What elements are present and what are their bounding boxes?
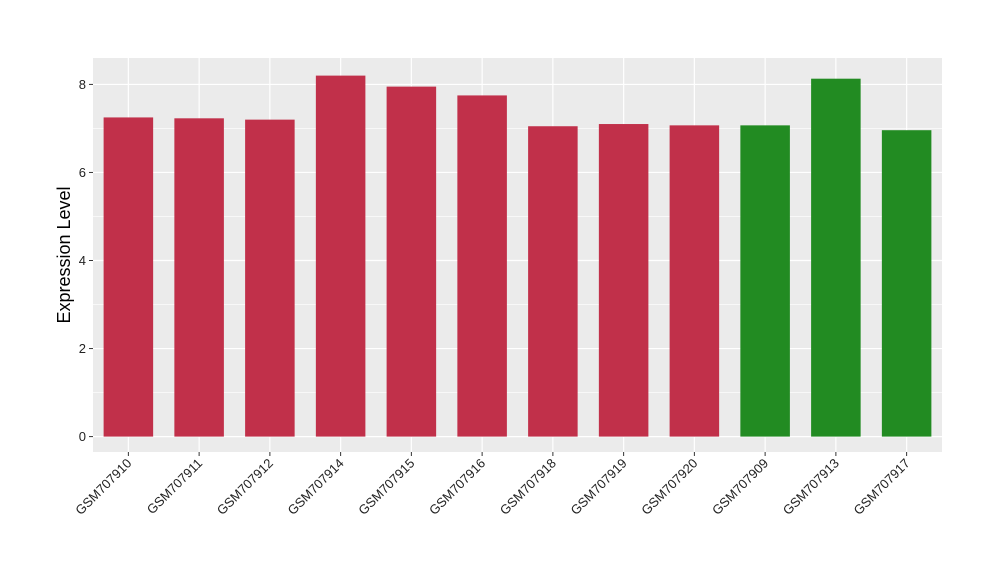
bar-GSM707914 — [315, 75, 366, 437]
bar-GSM707913 — [811, 78, 861, 437]
x-tick-label: GSM707917 — [851, 456, 913, 518]
y-axis-title: Expression Level — [54, 186, 74, 323]
x-tick-label: GSM707910 — [72, 456, 134, 518]
x-tick-label: GSM707909 — [709, 456, 771, 518]
minor-gridlines — [93, 128, 942, 393]
bar-GSM707911 — [174, 118, 224, 437]
y-tick-label: 0 — [79, 429, 86, 444]
x-tick-label: GSM707918 — [497, 456, 559, 518]
bar-GSM707917 — [881, 130, 932, 437]
plot-panel — [93, 58, 942, 452]
y-tick-label: 2 — [79, 341, 86, 356]
y-tick-label: 4 — [79, 253, 86, 268]
x-tick-label: GSM707919 — [568, 456, 630, 518]
x-tick-label: GSM707911 — [144, 456, 206, 518]
bars — [103, 75, 932, 437]
x-axis: GSM707910 GSM707911 GSM707912 GSM707914 GSM7… — [72, 452, 913, 518]
bar-GSM707910 — [103, 117, 154, 437]
bar-GSM707919 — [598, 124, 649, 437]
bar-GSM707920 — [669, 125, 720, 437]
bar-GSM707916 — [457, 95, 507, 437]
bar-GSM707915 — [386, 86, 437, 437]
y-tick-label: 8 — [79, 77, 86, 92]
x-tick-label: GSM707920 — [638, 456, 700, 518]
y-axis: 0 2 4 6 8 — [79, 77, 93, 444]
x-tick-label: GSM707914 — [285, 456, 347, 518]
x-tick-label: GSM707912 — [214, 456, 276, 518]
y-tick-label: 6 — [79, 165, 86, 180]
x-tick-label: GSM707913 — [780, 456, 842, 518]
bar-GSM707912 — [245, 119, 295, 437]
x-tick-label: GSM707915 — [355, 456, 417, 518]
x-tick-label: GSM707916 — [426, 456, 488, 518]
bar-GSM707918 — [528, 126, 578, 437]
bar-GSM707909 — [740, 125, 790, 437]
